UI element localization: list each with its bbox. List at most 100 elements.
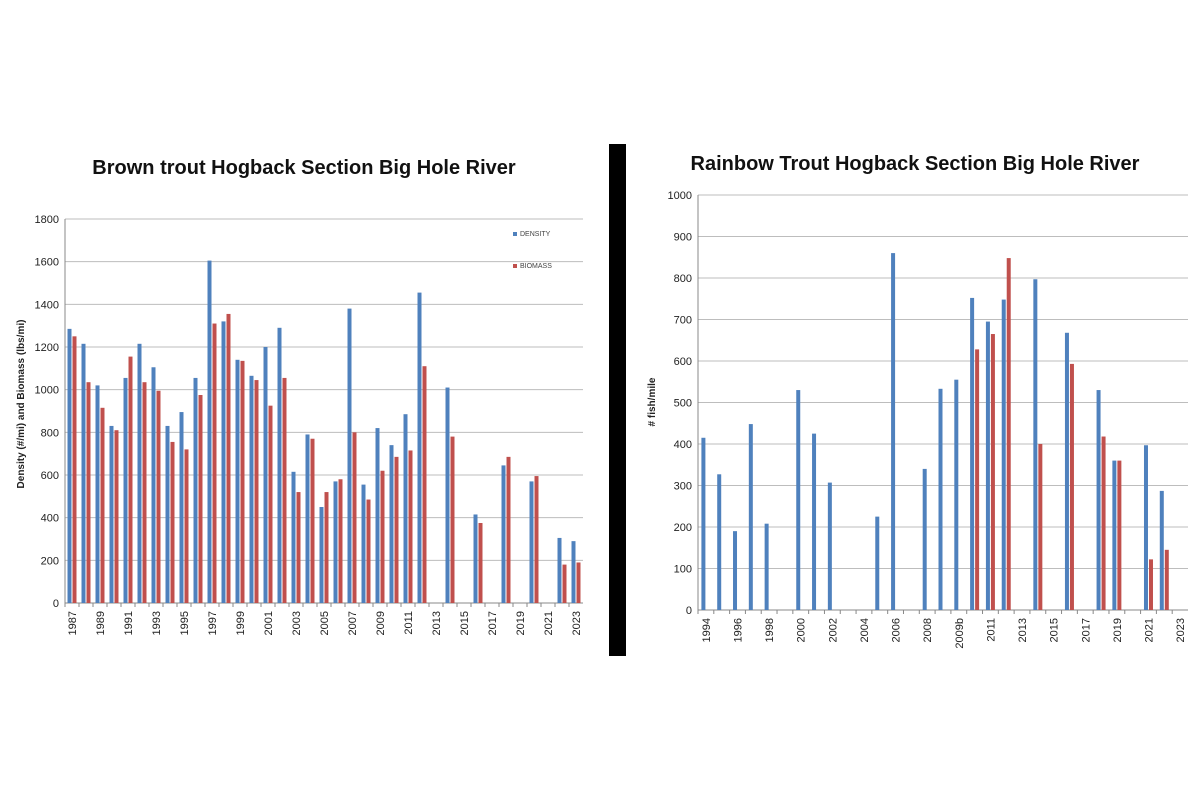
- chart-0-y-tick-label: 1400: [35, 299, 59, 311]
- chart-0-x-tick-label: 1989: [95, 611, 107, 635]
- chart-0-bar-a: [109, 425, 114, 603]
- chart-1-plot: 0 100 200 300 400 500 600 700 800 900 1000 1994 1996…: [668, 190, 1188, 649]
- legend-density-label: DENSITY: [520, 231, 551, 238]
- chart-0-bar-a: [473, 514, 478, 603]
- chart-0-y-tick-label: 1800: [35, 214, 59, 226]
- chart-0-bar-b: [310, 438, 315, 603]
- chart-0-bar-a: [403, 414, 408, 603]
- chart-0-x-tick-label: 2003: [291, 611, 303, 635]
- chart-1-y-tick-label: 900: [674, 232, 692, 244]
- chart-0-x-tick-label: 2011: [403, 611, 415, 635]
- chart-0-bar-b: [506, 456, 511, 603]
- chart-1-y-tick-label: 300: [674, 481, 692, 493]
- chart-0-bar-b: [100, 407, 105, 603]
- chart-0-bar-b: [576, 562, 581, 603]
- chart-0-y-tick-label: 800: [41, 427, 59, 439]
- chart-1-bar-b: [1038, 444, 1043, 610]
- chart-1-x-tick-label: 2017: [1080, 618, 1092, 642]
- chart-0-bar-b: [156, 390, 161, 603]
- chart-0-x-tick-label: 1997: [207, 611, 219, 635]
- chart-0-bar-b: [142, 382, 147, 603]
- chart-1-bar-b: [975, 349, 980, 610]
- chart-0-bar-b: [72, 336, 77, 603]
- chart-1-bar-a: [1064, 332, 1069, 610]
- chart-0-bar-a: [417, 292, 422, 603]
- chart-1-bar-b: [1006, 258, 1011, 610]
- chart-1-bar-b: [1117, 460, 1122, 610]
- chart-0-x-tick-label: 2009: [375, 611, 387, 635]
- chart-1-x-tick-label: 2009b: [954, 618, 966, 649]
- chart-0-bar-a: [571, 541, 576, 603]
- chart-1-x-tick-label: 2023: [1175, 618, 1187, 642]
- chart-0-bar-b: [114, 430, 119, 603]
- chart-0-x-tick-label: 1991: [123, 611, 135, 635]
- chart-1-bar-a: [812, 433, 817, 610]
- chart-divider: [609, 144, 626, 656]
- chart-0-bar-a: [263, 347, 268, 603]
- chart-1-x-tick-label: 2008: [922, 618, 934, 642]
- chart-1-x-tick-label: 2006: [891, 618, 903, 642]
- chart-0-x-tick-label: 1987: [67, 611, 79, 635]
- chart-0-y-tick-label: 0: [53, 598, 59, 610]
- chart-0-bar-a: [361, 484, 366, 603]
- rainbow-trout-y-axis-label: # fish/mile: [647, 377, 658, 426]
- chart-1-bar-a: [938, 388, 943, 610]
- chart-0-bar-b: [240, 360, 245, 603]
- brown-trout-chart-svg: Brown trout Hogback Section Big Hole Riv…: [16, 157, 583, 635]
- chart-0-bar-b: [324, 492, 329, 603]
- brown-trout-chart: Brown trout Hogback Section Big Hole Riv…: [16, 157, 583, 635]
- chart-0-bar-a: [249, 375, 254, 603]
- brown-trout-y-axis-label: Density (#/mi) and Biomass (lbs/mi): [16, 320, 27, 489]
- chart-1-bar-a: [922, 468, 927, 610]
- chart-1-y-tick-label: 700: [674, 315, 692, 327]
- chart-0-x-tick-label: 2021: [543, 611, 555, 635]
- chart-0-bar-b: [352, 432, 357, 603]
- chart-0-bar-a: [277, 327, 282, 603]
- chart-1-bar-a: [1033, 279, 1038, 610]
- chart-0-x-tick-label: 1995: [179, 611, 191, 635]
- chart-0-bar-b: [86, 382, 91, 603]
- chart-0-y-tick-label: 400: [41, 513, 59, 525]
- chart-0-bar-a: [123, 377, 128, 603]
- chart-0-x-tick-label: 2007: [347, 611, 359, 635]
- chart-0-x-tick-label: 2013: [431, 611, 443, 635]
- chart-0-bar-a: [81, 343, 86, 603]
- chart-0-bar-b: [170, 441, 175, 603]
- chart-0-bar-b: [254, 380, 259, 603]
- chart-0-bar-a: [333, 481, 338, 603]
- chart-0-y-tick-label: 1000: [35, 385, 59, 397]
- chart-0-bar-b: [338, 479, 343, 603]
- brown-trout-title: Brown trout Hogback Section Big Hole Riv…: [92, 157, 516, 179]
- chart-0-bar-b: [394, 456, 399, 603]
- chart-1-x-tick-label: 2021: [1143, 618, 1155, 642]
- chart-0-bar-a: [151, 367, 156, 603]
- chart-1-x-tick-label: 1998: [764, 618, 776, 642]
- chart-0-bar-a: [319, 507, 324, 603]
- chart-0-bar-a: [165, 425, 170, 603]
- chart-0-bar-b: [408, 450, 413, 603]
- chart-1-bar-a: [733, 531, 738, 610]
- chart-1-x-tick-label: 2013: [1017, 618, 1029, 642]
- chart-1-y-tick-label: 100: [674, 564, 692, 576]
- chart-0-x-tick-label: 2019: [515, 611, 527, 635]
- chart-1-x-tick-label: 1996: [733, 618, 745, 642]
- chart-0-x-tick-label: 2005: [319, 611, 331, 635]
- chart-0-bar-a: [305, 434, 310, 603]
- chart-0-bar-b: [366, 499, 371, 603]
- chart-0-bar-a: [67, 328, 72, 603]
- chart-1-y-tick-label: 800: [674, 273, 692, 285]
- chart-0-x-tick-label: 2001: [263, 611, 275, 635]
- chart-0-bar-a: [501, 465, 506, 603]
- legend-density-swatch: [513, 232, 517, 236]
- chart-1-x-tick-label: 2019: [1112, 618, 1124, 642]
- chart-1-y-tick-label: 1000: [668, 190, 692, 202]
- chart-0-bar-b: [534, 476, 539, 603]
- chart-0-x-tick-label: 1993: [151, 611, 163, 635]
- chart-0-bar-a: [291, 471, 296, 603]
- chart-0-y-tick-label: 1200: [35, 342, 59, 354]
- chart-1-bar-a: [717, 474, 722, 610]
- chart-0-bar-b: [422, 366, 427, 603]
- chart-1-bar-a: [748, 424, 753, 610]
- chart-1-x-tick-label: 2002: [827, 618, 839, 642]
- chart-1-bar-a: [701, 437, 706, 610]
